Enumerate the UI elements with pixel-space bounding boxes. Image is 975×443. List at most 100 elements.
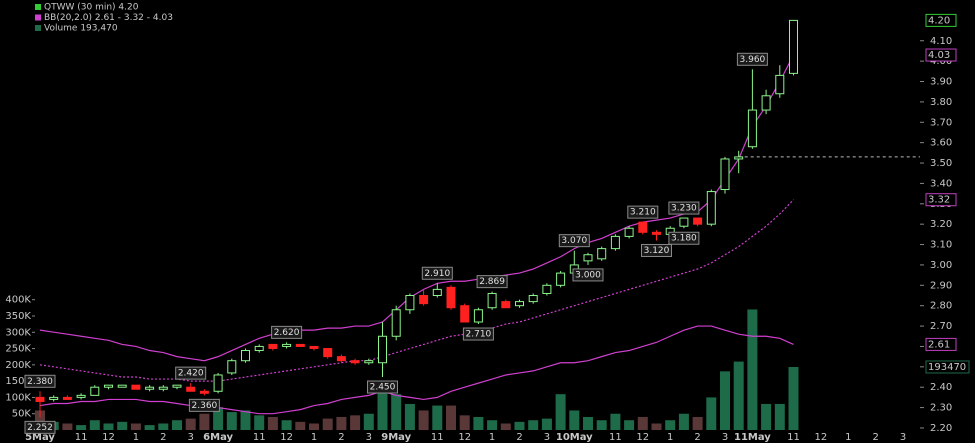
legend-icon (35, 14, 41, 21)
axis-marker (925, 48, 957, 62)
x-tick-label: 1 (845, 432, 851, 443)
candle-body (254, 345, 264, 352)
volume-bar (144, 425, 155, 430)
x-tick-label: 11May (734, 432, 771, 443)
x-tick-label: 2 (873, 432, 879, 443)
volume-bar (213, 407, 224, 430)
candle-body (528, 294, 538, 303)
volume-bar (350, 415, 361, 430)
y2-tick-label: 350K (5, 311, 31, 322)
y-tick-label: 2.20 (930, 423, 952, 434)
candle-body (487, 292, 497, 309)
axis-marker (925, 337, 957, 351)
volume-bar (678, 413, 689, 430)
candle-body (49, 396, 59, 400)
candle-body (295, 343, 305, 347)
x-tick-label: 11 (609, 432, 622, 443)
annotation-label: 3.230 (671, 204, 697, 214)
volume-bar (377, 384, 388, 430)
legend-icon (35, 25, 41, 31)
annotation-label: 3.000 (575, 270, 601, 280)
volume-bar (281, 420, 292, 430)
candle-body (693, 217, 703, 225)
candle-body (473, 309, 483, 323)
volume-bar (720, 371, 730, 430)
legend-icon (35, 4, 41, 10)
y2-tick-label: 400K (5, 295, 31, 306)
volume-bar (309, 423, 319, 430)
axis-marker (925, 13, 957, 27)
volume-bar (692, 416, 703, 430)
volume-bar (446, 405, 456, 430)
volume-bar (555, 394, 566, 430)
x-tick-label: 1 (133, 432, 139, 443)
volume-bar (665, 420, 676, 430)
axis-marker (925, 360, 970, 374)
candle-body (90, 386, 100, 396)
x-tick-label: 11 (431, 432, 444, 443)
candle-body (747, 109, 757, 148)
candle-body (199, 390, 209, 394)
volume-bar (528, 420, 539, 430)
annotation-label: 2.910 (424, 269, 450, 279)
volume-bar (89, 420, 100, 430)
annotation-label: 2.420 (178, 369, 204, 379)
axis-marker-label: 193470 (928, 362, 966, 373)
candle-body (720, 158, 730, 191)
candle-body (104, 384, 113, 388)
x-tick-label: 11 (75, 432, 88, 443)
candle-body (336, 356, 346, 362)
candle-body (172, 384, 182, 388)
annotation-label: 2.360 (192, 401, 218, 411)
y2-tick-label: 300K (5, 327, 31, 338)
volume-bar (651, 423, 662, 430)
bollinger-middle (39, 199, 794, 382)
x-tick-label: 6May (203, 432, 233, 443)
legend-label: BB(20,2.0) 2.61 - 3.32 - 4.03 (44, 13, 173, 23)
candle-body (706, 191, 716, 225)
x-tick-label: 12 (636, 432, 649, 443)
candle-body (62, 396, 72, 400)
volume-bar (35, 410, 45, 430)
x-tick-label: 12 (458, 432, 471, 443)
annotation-label: 3.210 (630, 208, 656, 218)
x-tick-label: 5May (25, 432, 55, 443)
y-tick-label: 4.00 (930, 56, 952, 67)
volume-bar (706, 397, 717, 430)
candle-body (227, 360, 237, 374)
volume-bar (199, 413, 210, 430)
y-tick-label: 3.40 (930, 178, 952, 189)
candle-body (419, 294, 429, 305)
annotation-label: 3.120 (644, 246, 670, 256)
candle-body (432, 288, 442, 296)
annotation-box (24, 374, 56, 388)
volume-bar (459, 415, 470, 430)
x-tick-label: 12 (815, 432, 828, 443)
volume-bar (473, 416, 484, 430)
x-tick-label: 3 (722, 432, 728, 443)
volume-bar (733, 361, 744, 430)
candle-body (131, 384, 141, 390)
candle-body (542, 284, 552, 294)
x-tick-label: 2 (338, 432, 344, 443)
y-tick-label: 3.50 (930, 158, 952, 169)
annotation-label: 2.620 (274, 328, 300, 338)
candle-body (652, 231, 661, 235)
y-tick-label: 3.60 (930, 138, 952, 149)
y-tick-label: 4.10 (930, 36, 952, 47)
annotation-box (736, 52, 768, 66)
x-tick-label: 9May (381, 432, 411, 443)
candle-body (775, 74, 785, 95)
legend-label: QTWW (30 min) 4.20 (44, 3, 139, 13)
volume-bar (637, 416, 648, 430)
volume-bar (130, 423, 141, 430)
annotation-label: 2.380 (27, 377, 53, 387)
volume-bar (788, 366, 799, 430)
annotation-label: 3.960 (740, 55, 766, 65)
candle-body (515, 301, 524, 307)
candle-body (158, 386, 168, 390)
volume-bar (596, 420, 607, 430)
x-tick-label: 1 (489, 432, 495, 443)
candle-body (391, 309, 401, 337)
